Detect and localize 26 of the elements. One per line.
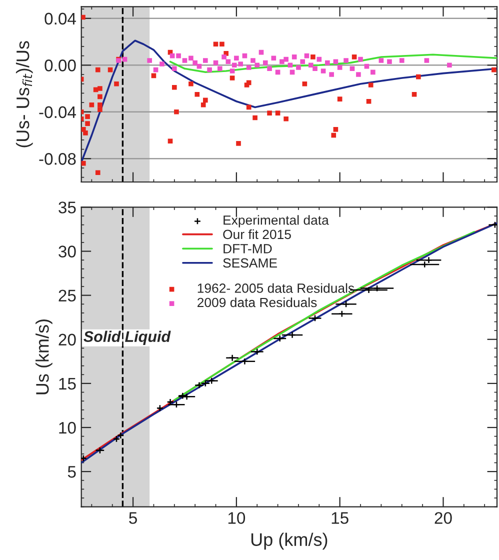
y-tick-label: 10 xyxy=(59,422,76,434)
legend-label: Our fit 2015 xyxy=(223,229,291,240)
y-axis-title: (Us- Us$_{fit}$)/Us xyxy=(16,41,33,148)
x-tick-label: 10 xyxy=(228,512,246,524)
legend-label: 2009 data Residuals xyxy=(198,297,317,308)
y-tick-label: 5 xyxy=(68,466,76,478)
y-tick-label: 0.04 xyxy=(44,12,76,25)
legend-label: SESAME xyxy=(223,258,277,268)
y-tick-label: 0.00 xyxy=(44,60,76,72)
y-tick-label: 35 xyxy=(58,202,76,214)
legend-label: 1962- 2005 data Residuals xyxy=(198,283,354,293)
x-tick-label: 15 xyxy=(332,512,348,524)
band-label: Liquid xyxy=(125,330,171,346)
legend-label: Experimental data xyxy=(224,215,329,228)
y-tick-label: -0.04 xyxy=(39,106,76,118)
y-tick-label: 15 xyxy=(59,378,76,390)
x-tick-label: 20 xyxy=(434,512,452,524)
y-tick-label: 20 xyxy=(58,334,76,346)
y-tick-label: -0.08 xyxy=(39,153,76,165)
x-tick-label: 5 xyxy=(129,512,137,524)
legend-label: DFT-MD xyxy=(224,244,272,254)
y-axis-title: Us (km/s) xyxy=(36,320,52,394)
band-label: Solid xyxy=(84,330,122,342)
x-axis-title: Up (km/s) xyxy=(251,532,328,550)
y-tick-label: 25 xyxy=(58,290,76,302)
y-tick-label: 30 xyxy=(58,246,76,258)
